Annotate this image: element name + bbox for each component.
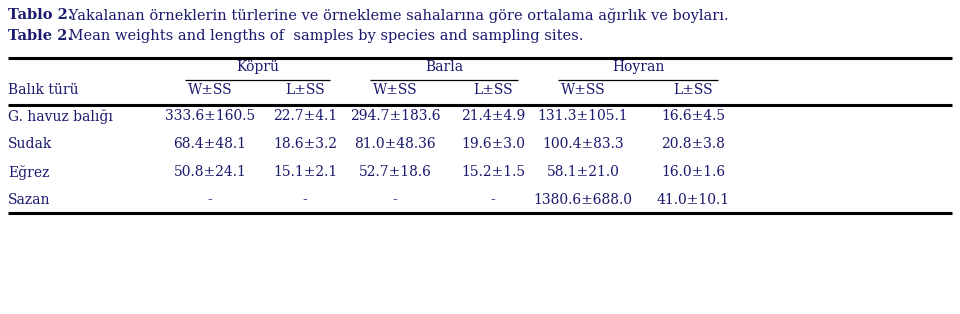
Text: 100.4±83.3: 100.4±83.3 <box>542 137 624 151</box>
Text: 294.7±183.6: 294.7±183.6 <box>349 109 441 123</box>
Text: 50.8±24.1: 50.8±24.1 <box>174 165 247 179</box>
Text: W±SS: W±SS <box>372 83 418 97</box>
Text: 41.0±10.1: 41.0±10.1 <box>657 193 730 207</box>
Text: W±SS: W±SS <box>188 83 232 97</box>
Text: Barla: Barla <box>425 60 463 74</box>
Text: Yakalanan örneklerin türlerine ve örnekleme sahalarına göre ortalama ağırlık ve : Yakalanan örneklerin türlerine ve örnekl… <box>64 8 729 23</box>
Text: 52.7±18.6: 52.7±18.6 <box>359 165 431 179</box>
Text: Hoyran: Hoyran <box>612 60 664 74</box>
Text: -: - <box>207 193 212 207</box>
Text: G. havuz balığı: G. havuz balığı <box>8 109 113 124</box>
Text: L±SS: L±SS <box>285 83 324 97</box>
Text: 58.1±21.0: 58.1±21.0 <box>546 165 619 179</box>
Text: L±SS: L±SS <box>673 83 713 97</box>
Text: Eğrez: Eğrez <box>8 165 49 180</box>
Text: Sudak: Sudak <box>8 137 53 151</box>
Text: Tablo 2.: Tablo 2. <box>8 8 73 22</box>
Text: 81.0±48.36: 81.0±48.36 <box>354 137 436 151</box>
Text: 18.6±3.2: 18.6±3.2 <box>273 137 337 151</box>
Text: -: - <box>491 193 495 207</box>
Text: 15.2±1.5: 15.2±1.5 <box>461 165 525 179</box>
Text: 333.6±160.5: 333.6±160.5 <box>165 109 255 123</box>
Text: 68.4±48.1: 68.4±48.1 <box>174 137 247 151</box>
Text: 19.6±3.0: 19.6±3.0 <box>461 137 525 151</box>
Text: Mean weights and lengths of  samples by species and sampling sites.: Mean weights and lengths of samples by s… <box>64 29 584 43</box>
Text: 15.1±2.1: 15.1±2.1 <box>273 165 337 179</box>
Text: 22.7±4.1: 22.7±4.1 <box>273 109 337 123</box>
Text: Balık türü: Balık türü <box>8 83 79 97</box>
Text: 16.6±4.5: 16.6±4.5 <box>660 109 725 123</box>
Text: 20.8±3.8: 20.8±3.8 <box>661 137 725 151</box>
Text: 16.0±1.6: 16.0±1.6 <box>660 165 725 179</box>
Text: 1380.6±688.0: 1380.6±688.0 <box>534 193 633 207</box>
Text: -: - <box>302 193 307 207</box>
Text: Sazan: Sazan <box>8 193 51 207</box>
Text: 21.4±4.9: 21.4±4.9 <box>461 109 525 123</box>
Text: 131.3±105.1: 131.3±105.1 <box>538 109 628 123</box>
Text: Köprü: Köprü <box>236 60 279 74</box>
Text: Table 2.: Table 2. <box>8 29 73 43</box>
Text: L±SS: L±SS <box>473 83 513 97</box>
Text: -: - <box>393 193 397 207</box>
Text: W±SS: W±SS <box>561 83 606 97</box>
